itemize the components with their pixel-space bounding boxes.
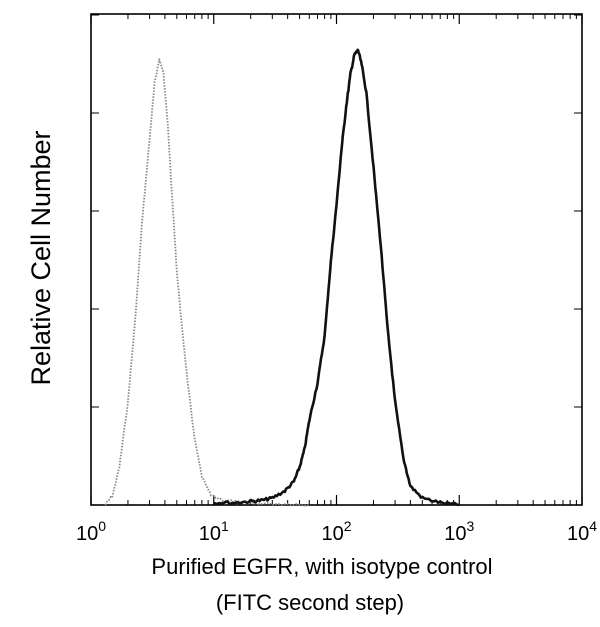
- x-tick-label: 103: [444, 518, 474, 545]
- isotype-control-curve: [104, 58, 310, 507]
- x-axis-tick-labels: 100 101 102 103 104: [76, 518, 597, 545]
- plot-frame: [90, 13, 583, 506]
- x-axis-label: Purified EGFR, with isotype control: [151, 554, 492, 579]
- x-tick-label: 102: [321, 518, 351, 545]
- x-tick-label: 100: [76, 518, 106, 545]
- egfr-stained-curve: [213, 48, 460, 507]
- series-layer: [104, 48, 460, 507]
- x-tick-label: 101: [199, 518, 229, 545]
- x-tick-label: 104: [567, 518, 597, 545]
- y-axis-label: Relative Cell Number: [26, 130, 56, 385]
- x-axis-label-line2: (FITC second step): [216, 590, 404, 615]
- x-axis-ticks: [90, 14, 583, 505]
- y-axis-ticks: [91, 14, 582, 408]
